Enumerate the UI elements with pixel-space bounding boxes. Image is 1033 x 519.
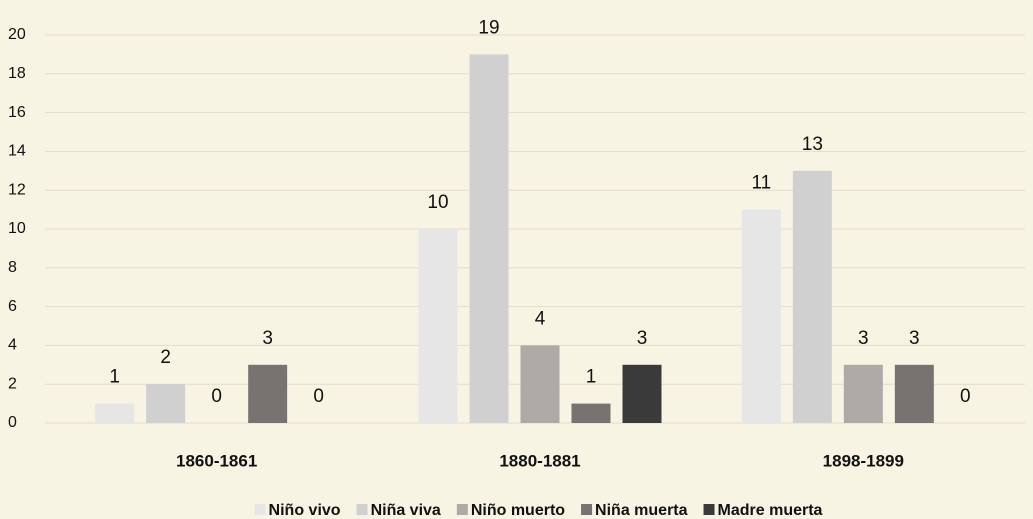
y-tick-label: 4 — [8, 337, 17, 354]
bar — [741, 209, 781, 423]
data-label: 0 — [960, 386, 971, 407]
y-tick-label: 20 — [8, 26, 26, 43]
y-tick-label: 10 — [8, 220, 26, 237]
y-tick-label: 16 — [8, 104, 26, 121]
y-tick-label: 8 — [8, 259, 17, 276]
data-label: 13 — [802, 134, 823, 155]
legend-swatch — [254, 504, 266, 515]
data-label: 0 — [211, 386, 222, 407]
bar — [843, 364, 883, 423]
data-label: 1 — [109, 367, 120, 388]
bar — [418, 229, 458, 423]
bar — [894, 364, 934, 423]
bar — [520, 345, 560, 423]
y-tick-label: 2 — [8, 375, 17, 392]
bar — [571, 403, 611, 423]
bar — [622, 364, 662, 423]
x-tick-label: 1898-1899 — [823, 451, 904, 470]
bar — [248, 364, 288, 423]
legend-swatch — [703, 504, 715, 515]
y-tick-label: 12 — [8, 181, 26, 198]
legend-label: Niño vivo — [269, 502, 341, 519]
data-label: 3 — [262, 328, 273, 349]
data-label: 4 — [535, 308, 546, 329]
data-label: 3 — [858, 328, 869, 349]
bar — [146, 384, 186, 423]
legend-swatch — [581, 504, 593, 515]
legend-label: Madre muerta — [718, 502, 823, 519]
legend-label: Niña muerta — [595, 502, 688, 519]
data-label: 0 — [313, 386, 324, 407]
data-label: 19 — [478, 17, 499, 38]
y-tick-label: 18 — [8, 65, 26, 82]
data-label: 10 — [427, 192, 448, 213]
legend-swatch — [456, 504, 468, 515]
y-tick-label: 0 — [8, 414, 17, 431]
bar — [95, 403, 135, 423]
legend-swatch — [356, 504, 368, 515]
data-label: 2 — [160, 347, 171, 368]
y-tick-label: 14 — [8, 143, 26, 160]
bar — [792, 170, 832, 423]
data-label: 3 — [909, 328, 920, 349]
x-tick-label: 1860-1861 — [176, 451, 257, 470]
data-label: 1 — [586, 367, 597, 388]
data-label: 11 — [751, 173, 771, 194]
legend-label: Niño muerto — [471, 502, 565, 519]
data-label: 3 — [637, 328, 648, 349]
legend-label: Niña viva — [371, 502, 441, 519]
y-tick-label: 6 — [8, 298, 17, 315]
bar — [469, 54, 509, 424]
x-tick-label: 1880-1881 — [499, 451, 580, 470]
